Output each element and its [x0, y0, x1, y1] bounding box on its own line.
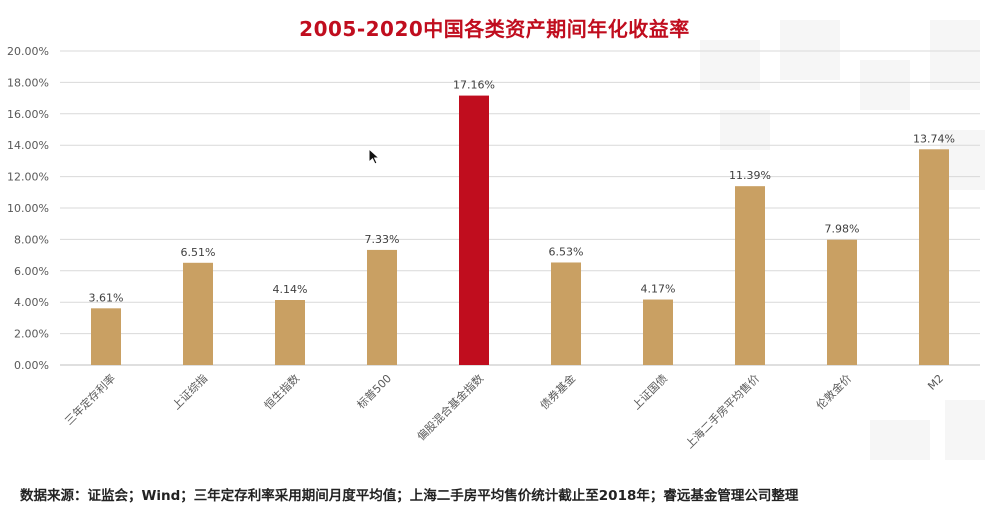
y-tick-label: 6.00% — [14, 265, 49, 278]
data-labels: 3.61% 6.51% 4.14% 7.33% 17.16% 6.53% 4.17% 11.3… — [89, 79, 955, 305]
y-axis-ticks: 0.00% 2.00% 4.00% 6.00% 8.00% 10.00% 12.00% 14.… — [7, 45, 49, 372]
x-tick-label: 上证综指 — [169, 371, 210, 412]
bar — [643, 299, 673, 365]
bar — [919, 149, 949, 365]
background-tile — [870, 420, 930, 460]
y-tick-label: 10.00% — [7, 202, 49, 215]
x-tick-label: 上海二手房平均售价 — [682, 371, 762, 451]
data-label: 4.14% — [273, 283, 308, 296]
y-tick-label: 0.00% — [14, 359, 49, 372]
bar — [459, 95, 489, 365]
y-tick-label: 12.00% — [7, 171, 49, 184]
bar — [551, 262, 581, 365]
bar — [827, 239, 857, 365]
bar — [91, 308, 121, 365]
data-label: 13.74% — [913, 132, 955, 145]
chart-title: 2005-2020中国各类资产期间年化收益率 — [299, 17, 690, 41]
data-label: 11.39% — [729, 169, 771, 182]
x-tick-label: 三年定存利率 — [62, 371, 119, 428]
y-tick-label: 18.00% — [7, 76, 49, 89]
y-tick-label: 4.00% — [14, 296, 49, 309]
y-tick-label: 14.00% — [7, 139, 49, 152]
x-tick-label: 上证国债 — [629, 371, 670, 412]
bars — [91, 95, 949, 365]
gridlines — [60, 50, 980, 366]
x-tick-label: 债券基金 — [537, 371, 578, 412]
background-tile — [930, 20, 980, 90]
background-tile — [720, 110, 770, 150]
data-label: 4.17% — [641, 283, 676, 296]
y-tick-label: 2.00% — [14, 328, 49, 341]
data-label: 17.16% — [453, 79, 495, 92]
y-tick-label: 20.00% — [7, 45, 49, 58]
mouse-pointer-icon — [368, 148, 381, 165]
x-tick-label: M2 — [925, 372, 946, 393]
background-tile — [700, 40, 760, 90]
data-label: 7.98% — [825, 223, 860, 236]
bar — [735, 186, 765, 365]
data-label: 3.61% — [89, 291, 124, 304]
y-tick-label: 8.00% — [14, 233, 49, 246]
x-axis-labels: 三年定存利率 上证综指 恒生指数 标普500 偏股混合基金指数 债券基金 上证国债 上海二手房… — [62, 371, 947, 451]
x-tick-label: 标普500 — [354, 371, 394, 411]
x-tick-label: 伦敦金价 — [813, 371, 854, 412]
data-source-note: 数据来源：证监会；Wind；三年定存利率采用期间月度平均值；上海二手房平均售价统… — [20, 488, 799, 504]
x-tick-label: 偏股混合基金指数 — [414, 371, 486, 443]
background-tile — [945, 400, 985, 460]
data-label: 7.33% — [365, 233, 400, 246]
background-tile — [860, 60, 910, 110]
bar — [367, 249, 397, 365]
data-label: 6.51% — [181, 246, 216, 259]
x-tick-label: 恒生指数 — [261, 371, 302, 412]
y-tick-label: 16.00% — [7, 108, 49, 121]
data-label: 6.53% — [549, 245, 584, 258]
background-tile — [780, 20, 840, 80]
bar — [275, 300, 305, 365]
bar — [183, 262, 213, 365]
